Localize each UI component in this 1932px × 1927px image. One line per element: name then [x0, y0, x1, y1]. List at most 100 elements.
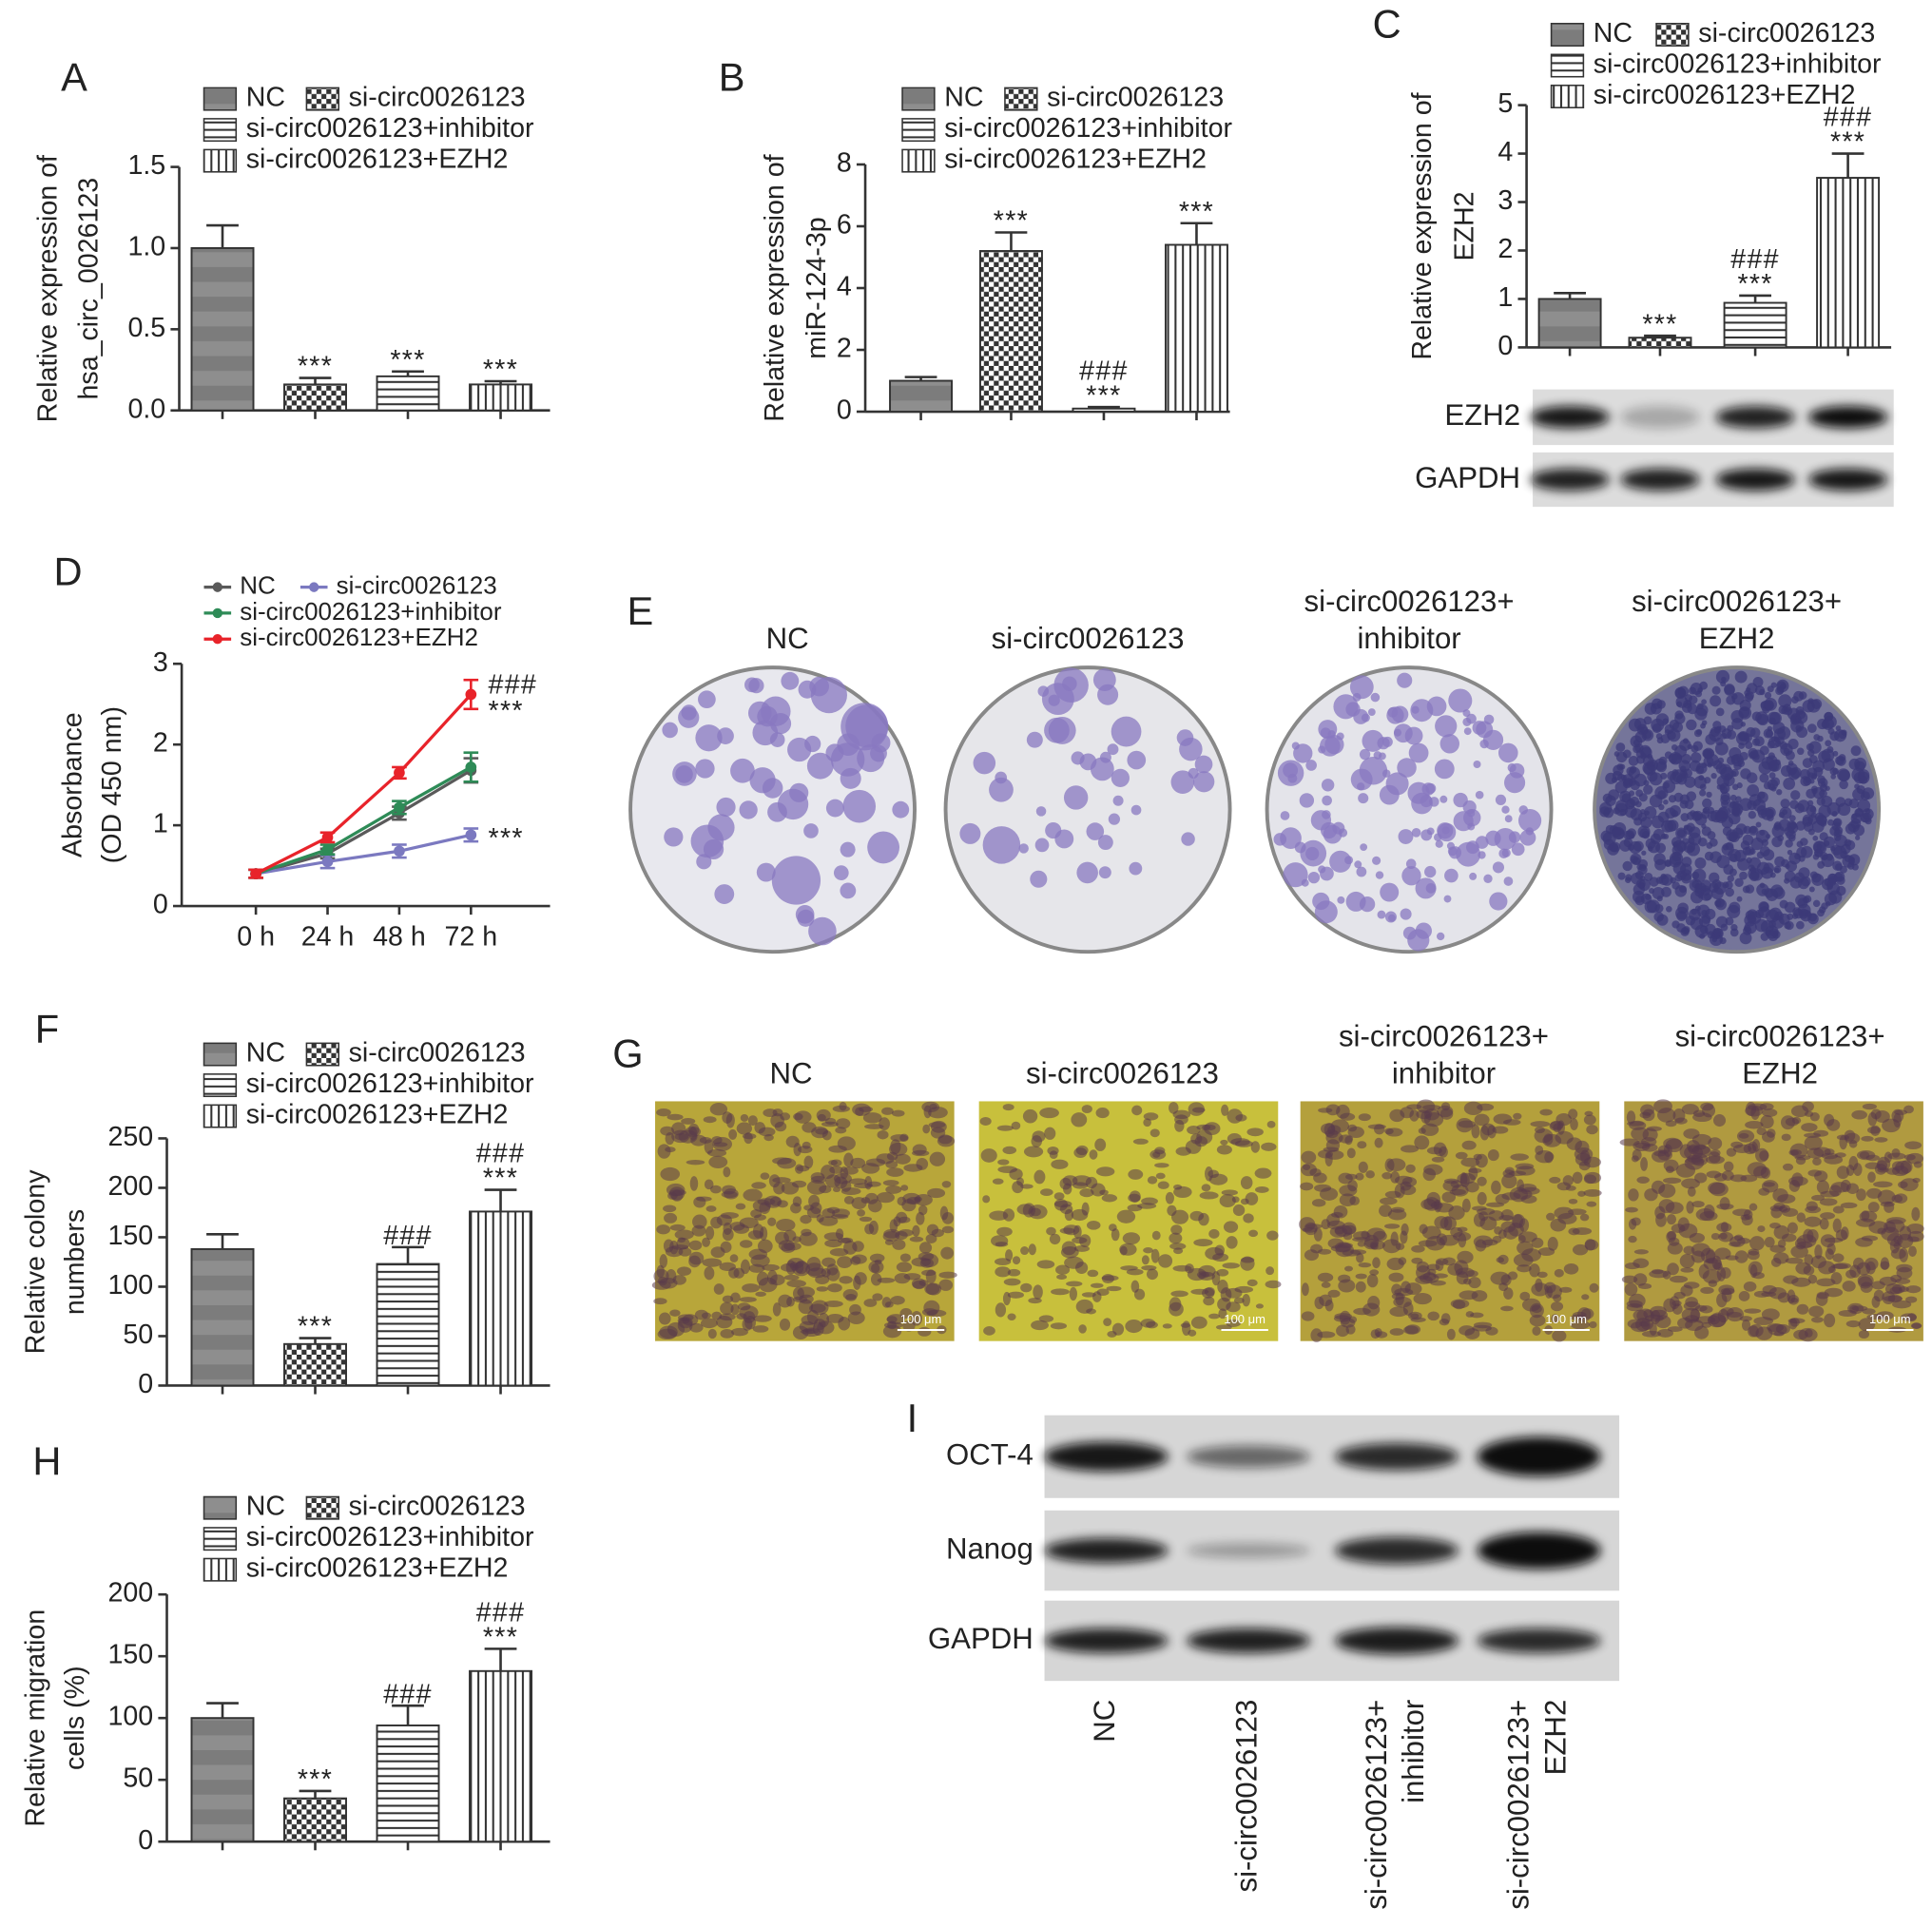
significance-label: ### — [383, 1221, 433, 1251]
cell — [1720, 1222, 1729, 1232]
colony — [1071, 751, 1085, 765]
cell — [1020, 1282, 1033, 1293]
cell — [1830, 1182, 1849, 1193]
blot-band — [1530, 406, 1610, 429]
cell — [1806, 1147, 1825, 1159]
colony — [1381, 736, 1393, 747]
colony — [1827, 727, 1835, 735]
colony — [1832, 860, 1843, 871]
cell — [1473, 1235, 1494, 1248]
cell — [847, 1311, 865, 1325]
cell — [768, 1174, 781, 1188]
cell — [1683, 1128, 1700, 1139]
cell — [1410, 1313, 1420, 1319]
colony — [1806, 749, 1815, 757]
y-tick-label: 0 — [138, 1369, 153, 1399]
cell — [848, 1178, 868, 1185]
colony — [1380, 882, 1400, 902]
cell — [740, 1113, 749, 1122]
legend-swatch — [203, 1557, 238, 1582]
scale-bar-label: 100 μm — [900, 1312, 942, 1326]
colony — [1744, 689, 1750, 697]
bar — [1164, 243, 1228, 413]
colony — [1300, 839, 1327, 867]
cell — [676, 1237, 690, 1250]
colony — [1653, 758, 1667, 771]
cell — [1767, 1323, 1784, 1333]
cell — [1845, 1320, 1861, 1328]
colony — [1772, 887, 1786, 899]
colony — [1719, 936, 1727, 945]
colony — [1834, 834, 1847, 848]
cell — [1842, 1281, 1856, 1292]
colony — [1375, 871, 1384, 879]
legend-label: si-circ0026123 — [337, 571, 497, 600]
cell — [1700, 1286, 1714, 1295]
colony — [1737, 858, 1750, 871]
blot-band — [1187, 1445, 1311, 1468]
cell — [1219, 1194, 1236, 1208]
colony — [1508, 831, 1521, 843]
cell — [1345, 1173, 1358, 1180]
cell — [659, 1254, 667, 1268]
cell — [1007, 1291, 1024, 1299]
colony — [1634, 800, 1642, 808]
cell — [1708, 1137, 1723, 1150]
y-tick-label: 2 — [1497, 234, 1513, 264]
cell — [1072, 1182, 1089, 1189]
legend-swatch — [1550, 53, 1585, 78]
cell — [1552, 1329, 1567, 1342]
cell — [1130, 1280, 1140, 1293]
y-tick-label: 0 — [837, 395, 852, 426]
colony — [1345, 891, 1366, 912]
legend-swatch — [901, 118, 936, 143]
cell — [671, 1122, 686, 1136]
colony — [1415, 877, 1437, 899]
cell — [1022, 1108, 1038, 1124]
y-axis-label: Relative migration — [21, 1609, 51, 1827]
cell — [682, 1314, 699, 1326]
cell — [1804, 1135, 1823, 1150]
cell — [1782, 1163, 1794, 1171]
colony — [1437, 822, 1454, 839]
cell — [871, 1263, 880, 1274]
cell — [1566, 1137, 1582, 1150]
cell — [877, 1129, 889, 1140]
cell — [1911, 1322, 1922, 1330]
colony — [1785, 839, 1793, 848]
colony — [1622, 860, 1633, 872]
cell — [1657, 1328, 1673, 1338]
colony — [1831, 821, 1841, 831]
cell — [1302, 1227, 1318, 1233]
cell — [1069, 1286, 1077, 1301]
cell — [1519, 1291, 1531, 1301]
cell — [1325, 1104, 1341, 1116]
cell — [1143, 1247, 1153, 1254]
cell — [713, 1283, 724, 1295]
colony — [1698, 838, 1708, 847]
colony — [1030, 870, 1048, 888]
colony — [1613, 764, 1624, 776]
cell — [1338, 1274, 1351, 1283]
cell — [931, 1228, 944, 1238]
colony — [1503, 877, 1514, 886]
colony — [1743, 733, 1752, 742]
colony — [1615, 742, 1626, 752]
colony — [1729, 853, 1738, 862]
colony — [1727, 875, 1734, 882]
scale-bar-label: 100 μm — [1545, 1312, 1587, 1326]
cell — [1446, 1328, 1456, 1340]
cell — [1030, 1207, 1041, 1217]
legend-swatch — [1655, 23, 1690, 47]
cell — [1079, 1187, 1094, 1198]
cell — [839, 1276, 853, 1284]
colony — [703, 838, 724, 860]
colony — [1617, 872, 1626, 880]
colony — [1194, 755, 1213, 774]
colony — [1828, 878, 1837, 886]
cell — [902, 1320, 916, 1332]
colony — [1472, 721, 1487, 735]
bar — [283, 1342, 347, 1387]
colony — [1638, 793, 1648, 802]
colony — [1806, 742, 1814, 751]
